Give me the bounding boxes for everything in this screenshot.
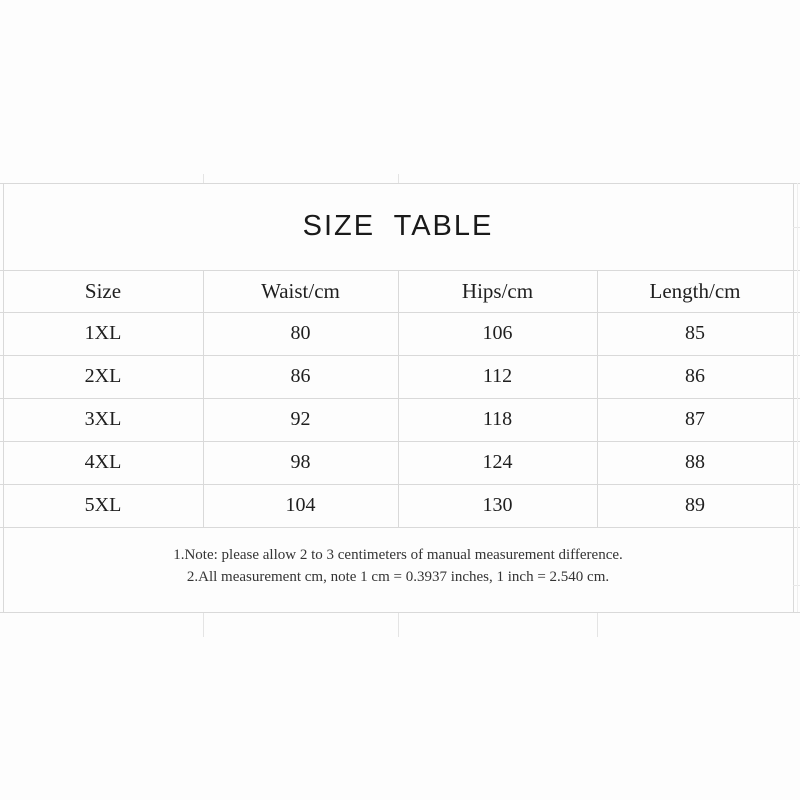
table-cell-waist-3xl: 92 [290,408,311,430]
note-line-1: 1.Note: please allow 2 to 3 centimeters … [173,547,623,563]
grid-line-row5 [0,527,800,528]
column-header-length: Length/cm [649,278,741,303]
grid-stub [398,174,399,183]
grid-line-below-title [0,270,800,271]
grid-line-below-header [0,312,800,313]
grid-line-row4 [0,484,800,485]
table-cell-hips-2xl: 112 [482,365,513,387]
table-cell-length-2xl: 86 [685,365,705,387]
grid-line-top [0,183,800,184]
table-border-right [793,183,794,612]
table-cell-size-3xl: 3XL [84,408,122,430]
grid-stub [797,183,798,612]
table-cell-hips-1xl: 106 [482,322,513,344]
table-cell-size-1xl: 1XL [84,322,122,344]
notes-block: 1.Note: please allow 2 to 3 centimeters … [3,527,793,612]
table-cell-hips-5xl: 130 [482,494,513,516]
grid-line-row3 [0,441,800,442]
table-cell-length-1xl: 85 [685,322,705,344]
grid-stub [203,174,204,183]
column-separator-2 [398,270,399,527]
table-cell-size-5xl: 5XL [84,494,122,516]
grid-line-row1 [0,355,800,356]
table-cell-hips-4xl: 124 [482,451,513,473]
grid-line-row2 [0,398,800,399]
table-cell-length-4xl: 88 [685,451,705,473]
grid-stub [793,585,800,586]
table-cell-size-2xl: 2XL [84,365,122,387]
table-title-text: SIZE TABLE [302,210,494,242]
grid-stub [793,227,800,228]
column-header-waist: Waist/cm [261,278,340,303]
table-title: SIZE TABLE [3,183,793,270]
column-separator-1 [203,270,204,527]
table-cell-waist-5xl: 104 [285,494,316,516]
table-cell-size-4xl: 4XL [84,451,122,473]
table-cell-waist-1xl: 80 [290,322,311,344]
grid-line-bottom [0,612,800,613]
grid-stub [203,613,204,637]
table-cell-length-5xl: 89 [685,494,705,516]
grid-stub [597,613,598,637]
grid-stub [398,613,399,637]
table-cell-length-3xl: 87 [685,408,705,430]
table-cell-hips-3xl: 118 [482,408,513,430]
table-cell-waist-2xl: 86 [290,365,311,387]
size-table: Size Waist/cm Hips/cm Length/cm 1XL 80 1… [3,270,793,527]
column-separator-3 [597,270,598,527]
note-line-2: 2.All measurement cm, note 1 cm = 0.3937… [186,569,610,585]
column-header-hips: Hips/cm [461,278,534,303]
table-border-left [3,183,4,612]
table-cell-waist-4xl: 98 [290,451,311,473]
column-header-size: Size [84,278,122,303]
